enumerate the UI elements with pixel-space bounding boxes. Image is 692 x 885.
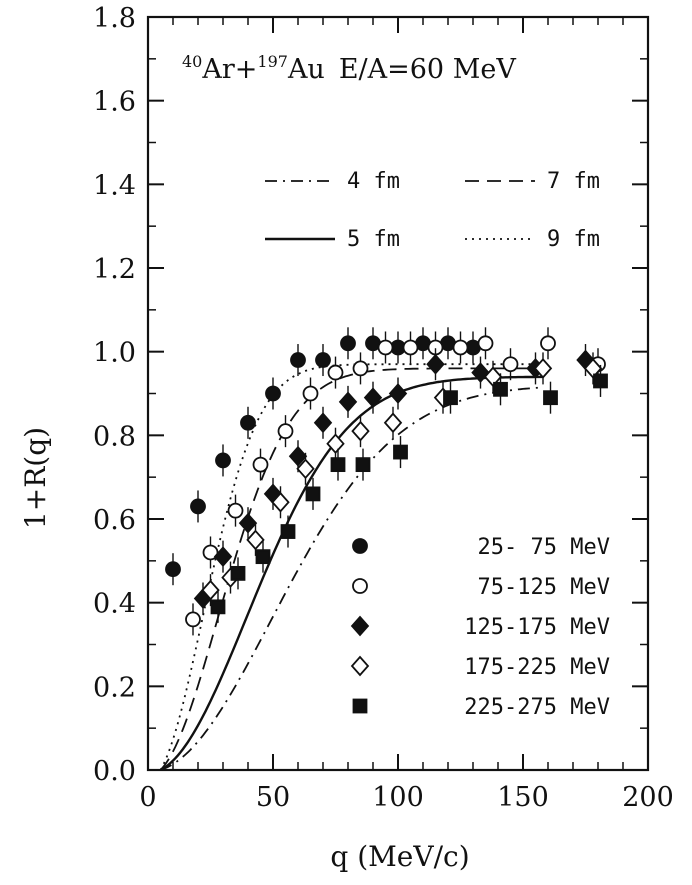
data-point bbox=[246, 529, 265, 551]
title-au: Au bbox=[287, 54, 325, 85]
series-legend-marker bbox=[350, 655, 370, 677]
series-legend-label: 225-275 MeV bbox=[464, 695, 610, 720]
data-point bbox=[426, 353, 445, 375]
data-point bbox=[288, 445, 308, 467]
data-point bbox=[340, 335, 356, 352]
data-point bbox=[185, 611, 201, 628]
data-point bbox=[305, 486, 321, 502]
data-point bbox=[238, 512, 258, 534]
data-point bbox=[302, 385, 319, 402]
title-sup-197: 197 bbox=[257, 52, 288, 71]
data-point bbox=[540, 335, 556, 352]
data-point bbox=[583, 358, 603, 379]
chart-title: 40Ar+197Au E/A=60 MeV bbox=[182, 52, 516, 85]
data-point bbox=[377, 339, 394, 356]
series-legend-marker bbox=[352, 538, 368, 554]
y-tick-label: 1.2 bbox=[93, 254, 136, 285]
series-legend-label: 175-225 MeV bbox=[464, 655, 610, 680]
data-point bbox=[383, 412, 403, 434]
data-point bbox=[493, 381, 508, 397]
data-point bbox=[502, 356, 519, 373]
data-point bbox=[533, 358, 553, 379]
data-point bbox=[265, 385, 281, 402]
data-point bbox=[443, 390, 458, 406]
y-tick-label: 0.6 bbox=[93, 505, 136, 536]
data-point bbox=[402, 339, 419, 356]
data-point bbox=[190, 498, 206, 515]
data-point bbox=[388, 383, 408, 404]
data-point bbox=[271, 491, 290, 513]
data-point bbox=[393, 444, 408, 460]
x-tick-label: 50 bbox=[256, 782, 290, 813]
y-tick-label: 1.4 bbox=[93, 170, 136, 201]
data-point bbox=[215, 452, 231, 469]
x-tick-label: 150 bbox=[497, 782, 549, 813]
data-point bbox=[280, 524, 296, 539]
y-axis-title: 1+R(q) bbox=[19, 427, 52, 529]
data-point bbox=[296, 458, 315, 480]
data-point bbox=[165, 561, 181, 578]
series-legend-marker bbox=[352, 578, 368, 594]
data-point bbox=[240, 414, 256, 431]
data-point bbox=[201, 579, 220, 601]
series-legend-label: 125-175 MeV bbox=[464, 615, 610, 640]
data-point bbox=[351, 420, 370, 442]
data-point bbox=[338, 391, 358, 413]
y-tick-label: 0.0 bbox=[93, 756, 136, 787]
title-energy: E/A=60 MeV bbox=[339, 54, 516, 85]
data-point bbox=[210, 599, 226, 615]
y-tick-label: 1.8 bbox=[93, 3, 136, 34]
data-point bbox=[593, 373, 608, 389]
data-point bbox=[277, 423, 294, 440]
data-point bbox=[252, 456, 269, 473]
curve-legend-label: 5 fm bbox=[347, 227, 400, 252]
data-point bbox=[355, 457, 371, 473]
data-point bbox=[313, 412, 333, 434]
data-point bbox=[327, 364, 344, 381]
data-point bbox=[543, 390, 558, 406]
series-legend-label: 75-125 MeV bbox=[478, 575, 610, 600]
data-point bbox=[230, 565, 246, 581]
series-legend-marker bbox=[352, 698, 368, 714]
curve-legend: 4 fm 7 fm 5 fm 9 fm bbox=[265, 169, 600, 252]
y-tick-label: 0.2 bbox=[93, 672, 136, 703]
data-points bbox=[165, 327, 608, 636]
data-point bbox=[330, 457, 346, 473]
curve-legend-label: 4 fm bbox=[347, 169, 400, 194]
y-tick-label: 1.0 bbox=[93, 338, 136, 369]
plot-axes: 0 50 100 150 200 0.0 0.2 0.4 0.6 0.8 1.0 1.2 1.4 1.6 1… bbox=[93, 3, 674, 813]
series-legend-label: 25- 75 MeV bbox=[478, 535, 610, 560]
data-point bbox=[315, 352, 331, 368]
data-point bbox=[255, 549, 271, 565]
data-point bbox=[452, 339, 469, 356]
data-point bbox=[290, 352, 306, 368]
x-tick-label: 0 bbox=[139, 782, 156, 813]
data-point bbox=[202, 544, 219, 561]
curve-4fm bbox=[160, 386, 544, 771]
data-point bbox=[227, 502, 244, 519]
data-point bbox=[477, 335, 494, 352]
data-point bbox=[483, 366, 503, 388]
title-sup-40: 40 bbox=[182, 52, 202, 71]
data-point bbox=[363, 387, 383, 409]
curve-legend-label: 9 fm bbox=[547, 227, 600, 252]
data-point bbox=[352, 360, 369, 377]
title-ar: Ar+ bbox=[201, 54, 257, 85]
series-legend-marker bbox=[350, 615, 370, 637]
y-tick-label: 0.8 bbox=[93, 421, 136, 452]
data-point bbox=[213, 546, 233, 568]
series-legend: 25- 75 MeV 75-125 MeV 125-175 MeV 175-225 M… bbox=[350, 535, 610, 720]
curve-legend-label: 7 fm bbox=[547, 169, 600, 194]
x-tick-label: 100 bbox=[372, 782, 424, 813]
y-tick-label: 0.4 bbox=[93, 589, 136, 620]
x-axis-title: q (MeV/c) bbox=[330, 840, 469, 873]
data-point bbox=[326, 433, 345, 455]
y-tick-label: 1.6 bbox=[93, 87, 136, 118]
x-tick-label: 200 bbox=[622, 782, 674, 813]
